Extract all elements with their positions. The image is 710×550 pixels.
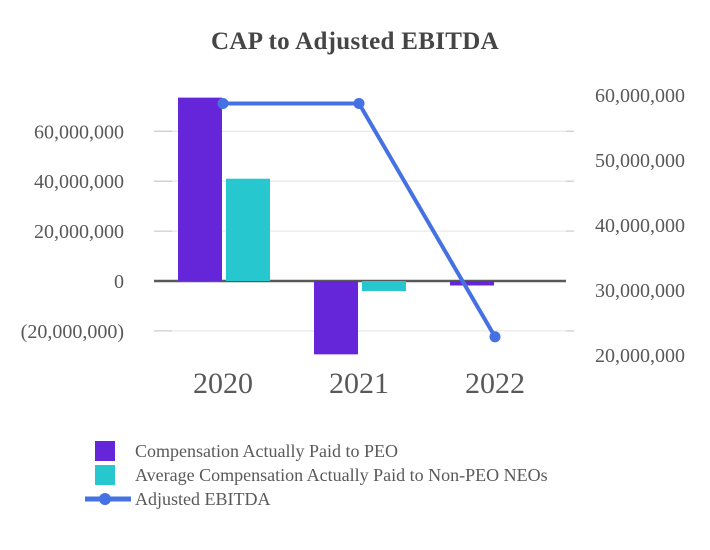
- ebitda-point: [353, 97, 365, 109]
- x-axis-label-2021: 2021: [329, 367, 389, 400]
- ebitda-line-swatch-icon: [85, 493, 131, 505]
- cap-to-ebitda-combo-chart: 60,000,000 40,000,000 20,000,000 0 (20,000,0…: [21, 85, 685, 400]
- legend-item-cap-peo: Compensation Actually Paid to PEO: [85, 439, 548, 463]
- ebitda-point: [489, 331, 501, 343]
- x-axis-label-2020: 2020: [193, 367, 253, 400]
- chart-legend: Compensation Actually Paid to PEO Averag…: [85, 439, 548, 511]
- chart-title: CAP to Adjusted EBITDA: [211, 28, 499, 55]
- left-axis-label: 20,000,000: [34, 221, 124, 243]
- legend-item-adjusted-ebitda: Adjusted EBITDA: [85, 487, 548, 511]
- right-axis-label: 20,000,000: [595, 345, 685, 367]
- right-axis-label: 60,000,000: [595, 85, 685, 107]
- legend-item-cap-non-peo: Average Compensation Actually Paid to No…: [85, 463, 548, 487]
- bar-2020-series0: [178, 97, 222, 282]
- non-peo-bar-swatch-icon: [95, 465, 115, 485]
- legend-label-cap-non-peo: Average Compensation Actually Paid to No…: [135, 465, 548, 485]
- right-axis-label: 40,000,000: [595, 215, 685, 237]
- legend-label-cap-peo: Compensation Actually Paid to PEO: [135, 441, 398, 461]
- legend-label-adjusted-ebitda: Adjusted EBITDA: [135, 489, 271, 509]
- bar-2021-series1: [362, 281, 406, 291]
- x-axis-label-2022: 2022: [465, 367, 525, 400]
- left-axis-label: 40,000,000: [34, 171, 124, 193]
- bar-2020-series1: [226, 178, 270, 281]
- peo-bar-swatch-icon: [95, 441, 115, 461]
- ebitda-point: [217, 97, 229, 109]
- bar-2022-series0: [450, 281, 494, 286]
- left-axis-label: 0: [114, 271, 124, 293]
- right-axis-label: 30,000,000: [595, 280, 685, 302]
- left-axis-label: (20,000,000): [21, 321, 124, 343]
- bar-2021-series0: [314, 281, 358, 355]
- right-axis-label: 50,000,000: [595, 150, 685, 172]
- left-axis-label: 60,000,000: [34, 121, 124, 143]
